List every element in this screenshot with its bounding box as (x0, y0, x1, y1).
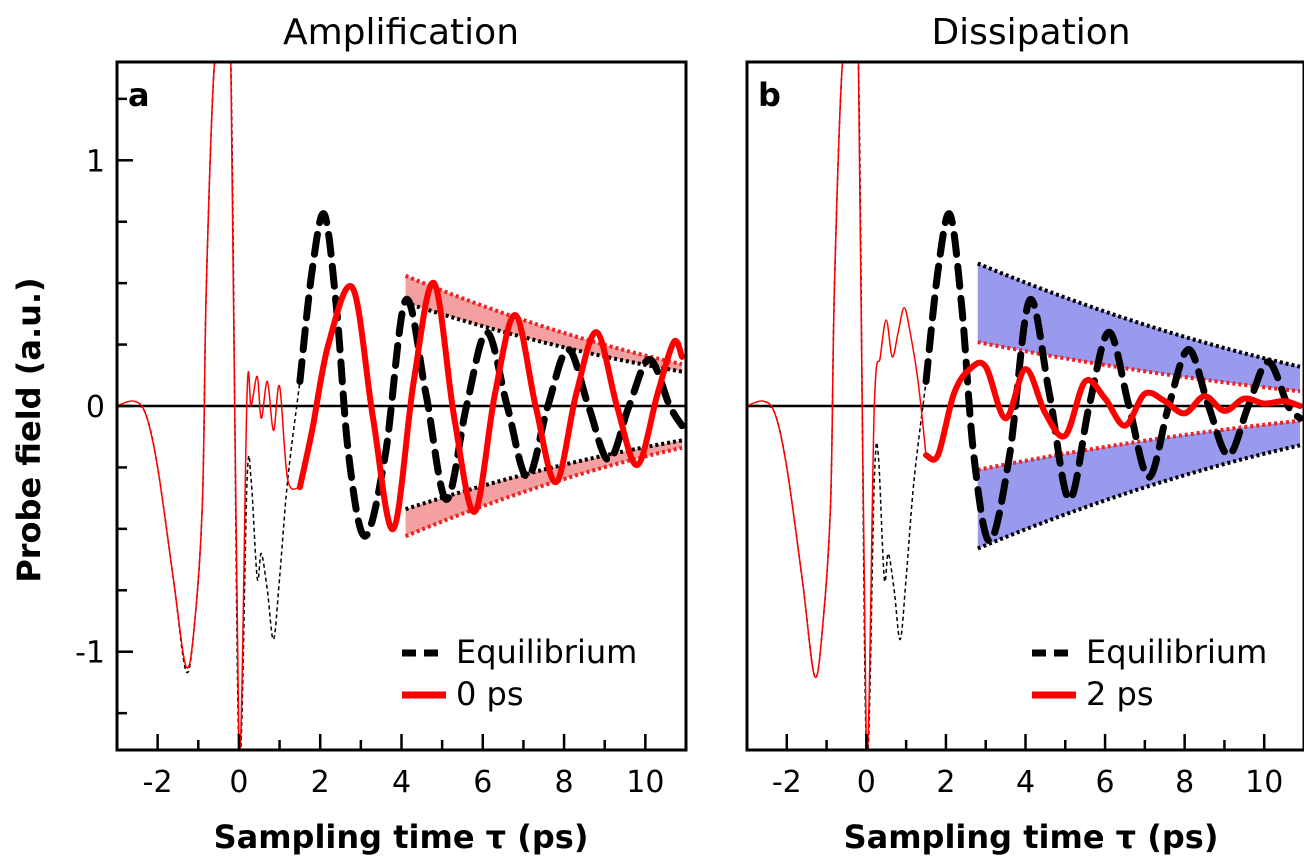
panel-a-band-upper-outer-edge (404, 273, 683, 367)
panel-a-x-tick-label: 2 (311, 765, 330, 800)
panel-b-series-equilibrium-thick (922, 210, 1304, 545)
panel-b-x-axis-label: Sampling time τ (ps) (844, 818, 1219, 856)
panel-a-x-tick-label: -2 (143, 765, 173, 800)
panel-b-title: Dissipation (931, 12, 1130, 53)
panel-a-plot-area: -2 0 2 4 6 8 10 -1 0 1 Equilibrium 0 ps (75, 60, 688, 800)
panel-a-y-tick-label: -1 (75, 636, 105, 671)
panel-b-x-tick-label: 10 (1245, 765, 1283, 800)
panel-b-x-tick-label: 0 (857, 765, 876, 800)
panel-a-title: Amplification (283, 12, 519, 53)
panel-a-band-upper (405, 275, 682, 372)
panel-a-x-tick-label: 0 (229, 765, 248, 800)
panel-b-x-tick-label: 2 (936, 765, 955, 800)
panel-b-x-tick-label: 8 (1175, 765, 1194, 800)
y-axis-label: Probe field (a.u.) (10, 277, 48, 582)
panel-b-letter: b (758, 76, 781, 114)
panel-a-legend-label: Equilibrium (456, 633, 637, 671)
panel-b-series-pumped-thick (923, 359, 1304, 463)
panel-b-band-lower-outer-edge (976, 443, 1301, 551)
panel-a: Amplification a -2 0 2 4 6 8 10 -1 0 1 Equilibrium… (75, 12, 688, 856)
panel-a-series-pumped-thick (296, 280, 685, 532)
panel-b-x-tick-label: 6 (1096, 765, 1115, 800)
panel-a-band-lower (405, 440, 682, 537)
panel-a-series-pumped-thin (117, 62, 301, 750)
panel-a-band-lower-inner-edge (404, 438, 683, 512)
panel-a-x-axis-label: Sampling time τ (ps) (214, 818, 589, 856)
panel-a-x-tick-label: 8 (555, 765, 574, 800)
panel-b: Dissipation b -2 0 2 4 6 8 10 Equilibrium 2 ps S… (745, 12, 1304, 856)
panel-a-series-equilibrium-thin (117, 62, 301, 750)
panel-a-y-tick-label: 1 (86, 144, 105, 179)
panel-b-legend-label: Equilibrium (1086, 633, 1267, 671)
panel-b-legend-label: 2 ps (1086, 675, 1154, 713)
panel-b-x-tick-label: 4 (1016, 765, 1035, 800)
panel-a-y-tick-label: 0 (86, 390, 105, 425)
panel-a-x-tick-label: 6 (473, 765, 492, 800)
panel-b-series-pumped-thin (747, 62, 927, 750)
panel-a-letter: a (128, 76, 150, 114)
panel-b-plot-area: -2 0 2 4 6 8 10 Equilibrium 2 ps (745, 60, 1304, 800)
panel-a-band-lower-outer-edge (404, 445, 683, 539)
panel-b-x-tick-label: -2 (772, 765, 802, 800)
panel-b-band-upper-outer-edge (976, 261, 1301, 369)
panel-b-band-lower-inner-edge (977, 418, 1301, 472)
panel-a-x-tick-label: 10 (626, 765, 664, 800)
panel-b-series-equilibrium-thin (747, 62, 927, 750)
panel-a-legend-label: 0 ps (456, 675, 524, 713)
panel-a-x-tick-label: 4 (392, 765, 411, 800)
